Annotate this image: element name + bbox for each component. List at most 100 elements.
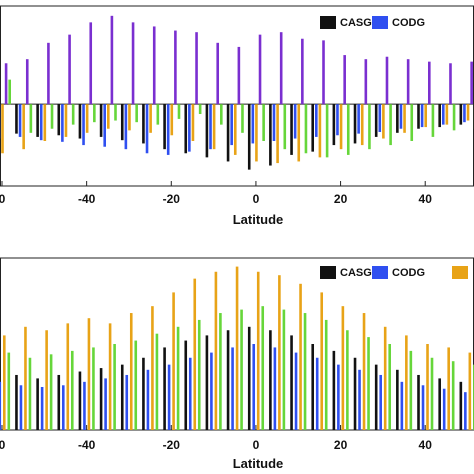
bar-s0-x-15 — [184, 340, 188, 430]
bar-s2-x15 — [318, 104, 322, 158]
bar-s0-x20 — [332, 104, 336, 146]
bar-s3-x5 — [282, 309, 286, 430]
bar-s1-x-10 — [209, 104, 212, 150]
bar-s2-x0 — [256, 271, 260, 430]
bar-s2-x20 — [339, 104, 343, 150]
bar-s4-x5 — [283, 104, 287, 150]
bar-s1-x-55 — [18, 104, 22, 137]
bar-s0-x45 — [438, 104, 441, 128]
bar-s2-x-5 — [235, 266, 239, 430]
bar-s3-x-60 — [4, 63, 8, 105]
bar-s3-x-55 — [28, 357, 32, 430]
bar-s4-x30 — [389, 104, 392, 146]
bar-s4-x-40 — [93, 104, 96, 123]
bar-s4-x-60 — [8, 79, 11, 105]
bar-s1-x20 — [337, 364, 340, 430]
bar-s0-x40 — [417, 104, 420, 129]
legend-label: CODG — [392, 267, 425, 279]
bar-s1-x25 — [358, 369, 361, 430]
bar-s0-x45 — [438, 378, 441, 430]
bar-s1-x30 — [378, 104, 382, 132]
bar-s0-x15 — [311, 344, 315, 430]
bar-s2-x-45 — [64, 104, 68, 137]
bar-s2-x-30 — [129, 313, 133, 430]
bar-s2-x15 — [320, 292, 324, 430]
bar-s0-x-20 — [163, 347, 166, 430]
bar-s0-x10 — [290, 335, 293, 430]
bar-s3-x0 — [258, 34, 262, 105]
bar-s2-x40 — [424, 104, 428, 128]
bar-s3-x-40 — [89, 22, 93, 105]
bar-s3-x20 — [346, 330, 349, 430]
bar-s1-x10 — [293, 104, 297, 139]
bar-s2-x25 — [360, 104, 364, 146]
x-tick-label: -40 — [78, 192, 96, 206]
bar-s0-x-50 — [36, 104, 39, 137]
bar-s2-x-35 — [107, 104, 110, 129]
x-tick-label: -20 — [163, 438, 181, 452]
bar-s1-x5 — [272, 104, 276, 141]
bar-s2-x25 — [362, 313, 366, 430]
bar-s3-x0 — [261, 306, 265, 430]
bar-s4-x-50 — [50, 104, 54, 129]
bar-s1-x40 — [420, 104, 424, 128]
bar-s4-x-10 — [220, 104, 223, 125]
bar-s4-x-55 — [29, 104, 33, 133]
bar-s2-x20 — [341, 306, 345, 430]
bar-s3-x-20 — [176, 326, 180, 430]
bar-s2-x35 — [403, 104, 406, 133]
bar-s0-x5 — [269, 104, 272, 166]
bar-s1-x-15 — [188, 104, 191, 152]
bar-s1-x-60 — [0, 381, 2, 430]
bar-s2-x30 — [382, 104, 385, 139]
bar-s1-x-15 — [188, 357, 192, 430]
plot-frame — [0, 5, 474, 187]
bar-s1-x0 — [251, 104, 255, 144]
bar-s0-x-45 — [57, 104, 61, 136]
bar-s0-x50 — [459, 381, 463, 430]
x-tick-label: 0 — [0, 192, 6, 206]
bar-s2-x5 — [278, 275, 281, 430]
bar-s1-x0 — [252, 344, 256, 430]
bar-s0-x10 — [290, 104, 293, 155]
bar-s0-x0 — [247, 104, 251, 170]
bar-s1-x45 — [442, 388, 446, 430]
bar-s0-x40 — [417, 374, 420, 430]
bar-s0-x-10 — [205, 335, 209, 430]
bar-s4-x40 — [431, 104, 435, 137]
bar-s0-x-25 — [142, 104, 145, 144]
bar-s0-x-15 — [184, 104, 188, 154]
bar-s3-x-30 — [134, 340, 138, 430]
legend-label: CASG — [340, 267, 372, 279]
bar-s3-x-5 — [237, 46, 241, 105]
bar-s3-x-50 — [49, 354, 53, 430]
bar-s4-x45 — [452, 104, 456, 131]
bar-s0-x-25 — [142, 357, 145, 430]
bar-s0-x-40 — [78, 371, 82, 430]
bar-s2-x45 — [447, 347, 450, 430]
bar-s3-x-10 — [219, 313, 222, 430]
bar-s2-x50 — [466, 104, 470, 121]
bar-s4-x20 — [346, 104, 350, 155]
bar-s4-x-45 — [71, 104, 75, 125]
bar-s3-x-45 — [68, 34, 71, 105]
bar-s1-x35 — [399, 104, 403, 129]
bar-s2-x-40 — [87, 318, 91, 430]
bar-s3-x-20 — [174, 30, 177, 105]
bar-s3-x30 — [385, 56, 389, 105]
bar-s3-x-5 — [240, 309, 243, 430]
bar-s2-x-5 — [233, 104, 237, 155]
top-chart-panel: 0 -40 -20 0 20 40 Latitude CASG CODG — [0, 5, 474, 227]
bar-s0-x-20 — [163, 104, 166, 150]
bar-s3-x5 — [279, 32, 283, 105]
x-tick-label: 20 — [334, 192, 348, 206]
bar-s2-x10 — [299, 283, 302, 430]
bar-s1-x-25 — [145, 104, 149, 154]
bar-s3-x25 — [364, 59, 368, 105]
bar-s1-x-35 — [104, 378, 107, 430]
bar-s2-x-50 — [43, 104, 47, 141]
bar-s0-x5 — [269, 330, 272, 430]
bar-s4-x10 — [304, 104, 308, 154]
bar-s3-x40 — [430, 357, 434, 430]
bar-s3-x-25 — [152, 26, 156, 105]
